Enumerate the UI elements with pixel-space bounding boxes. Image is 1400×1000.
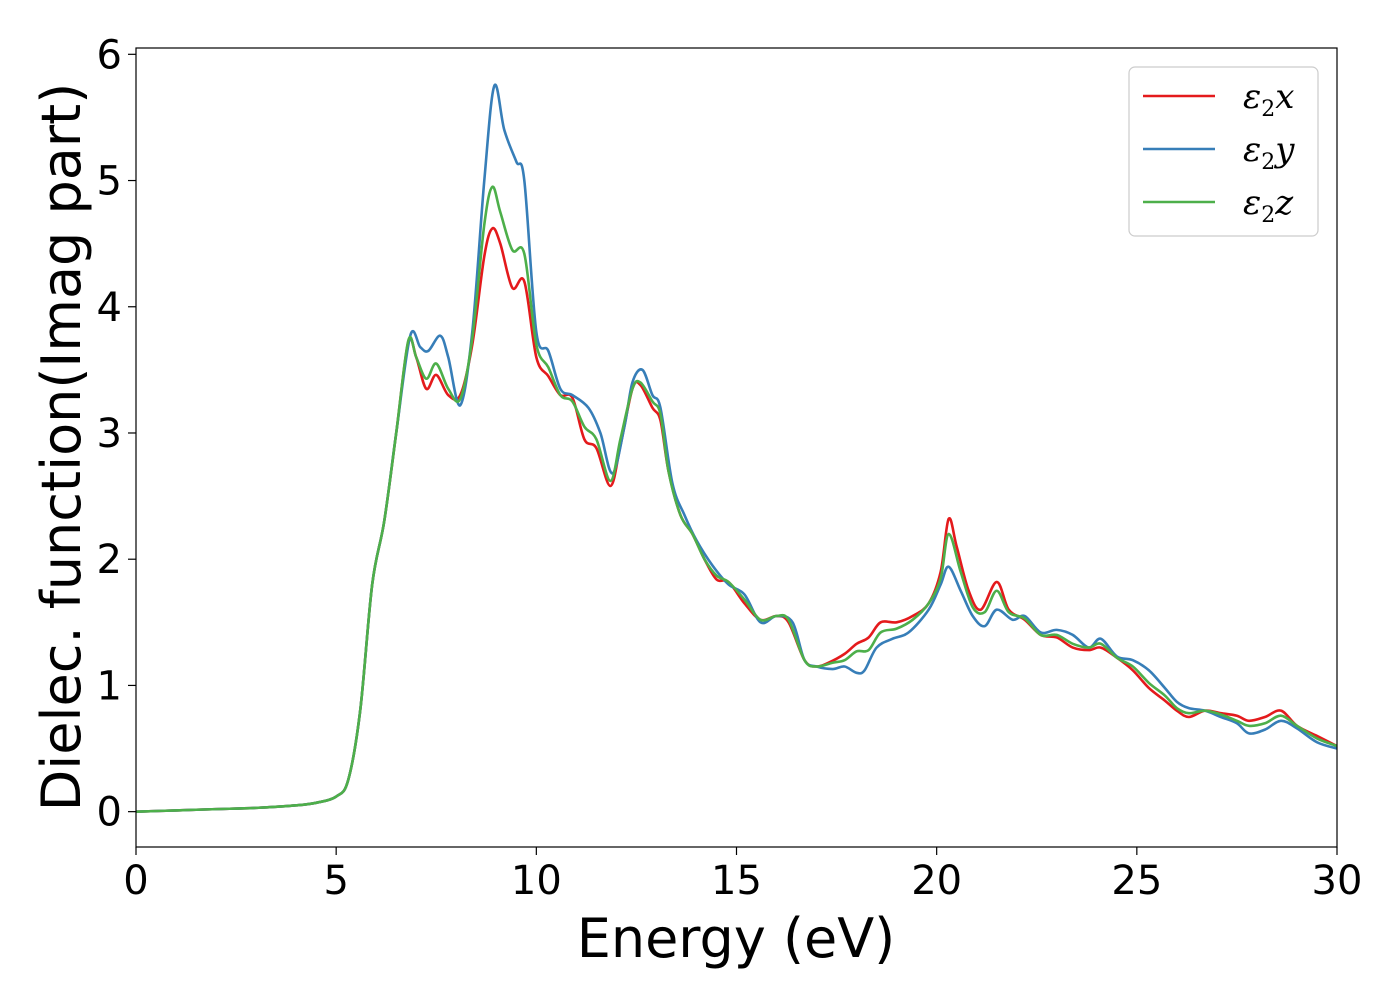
legend-box [1128,66,1319,237]
legend: ε2x ε2y ε2z [1128,66,1319,237]
legend-label-x: ε2x [1243,77,1294,122]
x-tick-label: 10 [511,858,562,904]
x-tick-label: 30 [1312,858,1363,904]
x-tick-label: 5 [323,858,348,904]
series-layer [136,83,1337,813]
y-axis: 0 1 2 3 4 5 6 [97,32,136,836]
y-tick-label: 5 [97,159,122,205]
x-tick-label: 25 [1111,858,1162,904]
y-tick-label: 0 [97,790,122,836]
y-axis-title: Dielec. function(Imag part) [30,83,93,812]
x-tick-label: 0 [123,858,148,904]
series-line-z [136,185,1337,813]
x-axis-title: Energy (eV) [577,907,896,970]
y-tick-label: 6 [97,32,122,78]
y-tick-label: 3 [97,411,122,457]
legend-label-y: ε2y [1243,130,1295,175]
x-tick-label: 15 [711,858,762,904]
legend-label-z: ε2z [1243,183,1294,228]
y-tick-label: 1 [97,663,122,709]
y-tick-label: 4 [97,285,122,331]
x-tick-label: 20 [911,858,962,904]
y-tick-label: 2 [97,537,122,583]
x-axis: 0 5 10 15 20 25 30 [123,847,1362,904]
